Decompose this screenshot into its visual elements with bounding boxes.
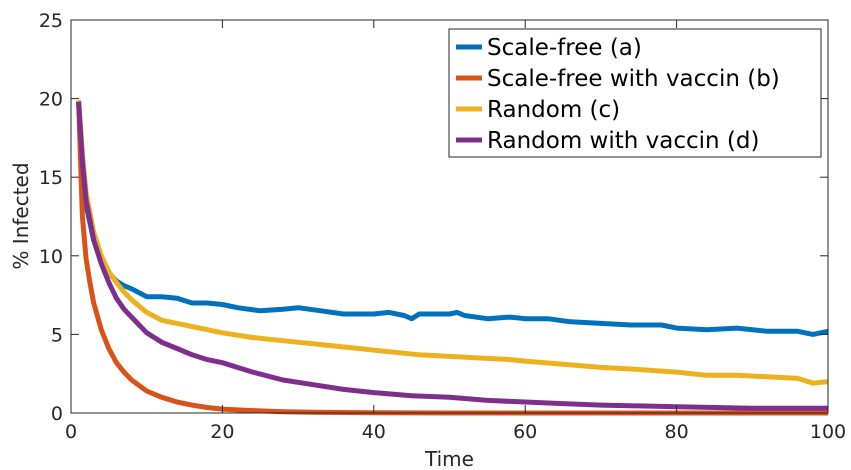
y-tick-label: 5 xyxy=(51,324,63,346)
y-tick-label: 20 xyxy=(39,89,63,111)
legend: Scale-free (a) Scale-free with vaccin (b)… xyxy=(448,28,822,158)
y-axis-label: % Infected xyxy=(9,162,33,269)
legend-label: Random (c) xyxy=(487,97,620,123)
legend-box xyxy=(448,28,822,158)
x-tick-label: 100 xyxy=(810,421,846,443)
x-tick-label: 20 xyxy=(210,421,234,443)
y-tick-label: 25 xyxy=(39,10,63,32)
series-line-c xyxy=(76,100,829,386)
series-layer xyxy=(76,100,829,416)
x-axis-label: Time xyxy=(424,447,474,470)
legend-label: Scale-free (a) xyxy=(487,35,642,61)
y-tick-label: 15 xyxy=(39,167,63,189)
x-tick-label: 80 xyxy=(665,421,689,443)
ticks-layer: 0 20 40 60 80 100 0 5 10 15 20 25 xyxy=(39,10,846,443)
y-tick-label: 10 xyxy=(39,246,63,268)
legend-label: Scale-free with vaccin (b) xyxy=(487,66,780,92)
x-tick-label: 60 xyxy=(513,421,537,443)
series-line-a xyxy=(76,101,829,337)
x-tick-label: 40 xyxy=(362,421,386,443)
y-tick-label: 0 xyxy=(51,403,63,425)
x-tick-label: 0 xyxy=(65,421,77,443)
axes-box xyxy=(70,19,829,414)
series-line-d xyxy=(76,101,828,411)
legend-label: Random with vaccin (d) xyxy=(487,128,759,154)
